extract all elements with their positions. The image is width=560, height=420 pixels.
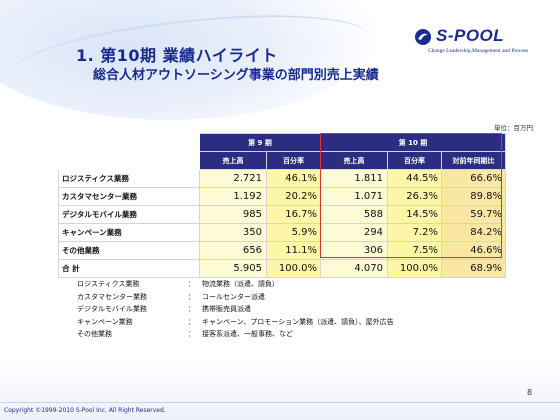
row-label: ロジスティクス業務 [58,169,200,188]
definition-text: 接客系派遣、一般事務、など [202,330,293,338]
page-title: 1. 第10期 業績ハイライト [76,46,278,65]
total-p10-pct: 100.0% [387,259,442,278]
cell-p9-pct: 11.1% [266,241,321,260]
cell-yoy: 46.6% [441,241,506,260]
definition-text: 携帯販売員派遣 [202,305,251,313]
cell-p9-sales: 656 [199,241,267,260]
logo-name: S-POOL [436,26,505,45]
definition-colon: ： [188,317,195,326]
cell-p10-sales: 1.071 [320,187,388,206]
logo-tagline: Change Leadership,Management and Process [428,48,529,54]
col-header-p10-sales: 売上高 [320,151,388,170]
cell-p10-pct: 44.5% [387,169,442,188]
definition-label: その他業務 [77,330,112,338]
definition-colon: ： [188,280,195,288]
total-row: 合 計 5.905 100.0% 4.070 100.0% 68.9% [58,259,506,278]
cell-p9-pct: 5.9% [266,223,321,242]
copyright-notice: Copyright ©1999-2010 S-Pool Inc. All Rig… [4,407,166,414]
definition-colon: ： [188,292,195,301]
table-row: その他業務 656 11.1% 306 7.5% 46.6% [58,241,506,260]
table-row: デジタルモバイル業務 985 16.7% 588 14.5% 59.7% [58,205,506,224]
footer-divider [0,402,560,403]
definition-item: デジタルモバイル業務 ： 携帯販売員派遣 [77,304,394,317]
cell-p10-sales: 1.811 [320,169,388,188]
col-header-yoy: 対前年同期比 [441,151,506,170]
cell-p9-sales: 985 [199,205,267,224]
cell-yoy: 89.8% [441,187,506,206]
row-label: キャンペーン業務 [58,223,200,242]
total-p10-sales: 4.070 [320,259,388,278]
definition-colon: ： [188,330,195,338]
period-10-header: 第 10 期 [320,133,506,152]
company-logo: S-POOL Change Leadership,Management and … [414,26,532,60]
cell-p9-sales: 350 [199,223,267,242]
sales-table: 第 9 期 第 10 期 売上高 百分率 売上高 百分率 対前年同期比 ロジステ… [58,133,506,278]
definition-colon: ： [188,305,195,313]
unit-label: 単位：百万円 [494,124,533,132]
cell-yoy: 84.2% [441,223,506,242]
period-header-row: 第 9 期 第 10 期 [58,133,506,152]
definition-item: キャンペーン業務 ： キャンペーン、プロモーション業務（派遣、請負）、屋外広告 [77,317,394,330]
column-header-row: 売上高 百分率 売上高 百分率 対前年同期比 [58,151,506,170]
total-p9-pct: 100.0% [266,259,321,278]
period-9-header: 第 9 期 [199,133,321,152]
total-label: 合 計 [58,259,200,278]
business-definitions: ロジスティクス業務 ： 物流業務（派遣、請負） カスタマセンター業務 ： コール… [77,279,394,342]
cell-p9-pct: 20.2% [266,187,321,206]
definition-text: 物流業務（派遣、請負） [202,280,279,288]
row-label: その他業務 [58,241,200,260]
col-header-p9-pct: 百分率 [266,151,321,170]
logo-mark-icon [415,29,431,45]
table-row: キャンペーン業務 350 5.9% 294 7.2% 84.2% [58,223,506,242]
header-blank [58,133,200,152]
cell-p10-pct: 14.5% [387,205,442,224]
definition-item: ロジスティクス業務 ： 物流業務（派遣、請負） [77,279,394,292]
definition-label: ロジスティクス業務 [77,280,140,288]
cell-p9-pct: 16.7% [266,205,321,224]
cell-yoy: 66.6% [441,169,506,188]
table-row: カスタマセンター業務 1.192 20.2% 1.071 26.3% 89.8% [58,187,506,206]
total-p9-sales: 5.905 [199,259,267,278]
cell-p9-pct: 46.1% [266,169,321,188]
page-number: 8 [527,388,533,397]
cell-p10-pct: 7.5% [387,241,442,260]
table-row: ロジスティクス業務 2.721 46.1% 1.811 44.5% 66.6% [58,169,506,188]
cell-p10-pct: 7.2% [387,223,442,242]
page-subtitle: 総合人材アウトソーシング事業の部門別売上実績 [93,68,379,83]
definition-text: コールセンター派遣 [202,292,265,301]
definition-item: カスタマセンター業務 ： コールセンター派遣 [77,292,394,305]
cell-p9-sales: 2.721 [199,169,267,188]
row-label: デジタルモバイル業務 [58,205,200,224]
cell-p9-sales: 1.192 [199,187,267,206]
col-header-p9-sales: 売上高 [199,151,267,170]
header-blank [58,151,200,170]
cell-p10-sales: 294 [320,223,388,242]
definition-text: キャンペーン、プロモーション業務（派遣、請負）、屋外広告 [202,317,394,326]
cell-p10-sales: 588 [320,205,388,224]
cell-yoy: 59.7% [441,205,506,224]
definition-label: キャンペーン業務 [77,317,133,326]
cell-p10-sales: 306 [320,241,388,260]
col-header-p10-pct: 百分率 [387,151,442,170]
cell-p10-pct: 26.3% [387,187,442,206]
definition-label: カスタマセンター業務 [77,292,147,301]
definition-item: その他業務 ： 接客系派遣、一般事務、など [77,329,394,342]
total-yoy: 68.9% [441,259,506,278]
definition-label: デジタルモバイル業務 [77,305,147,313]
row-label: カスタマセンター業務 [58,187,200,206]
